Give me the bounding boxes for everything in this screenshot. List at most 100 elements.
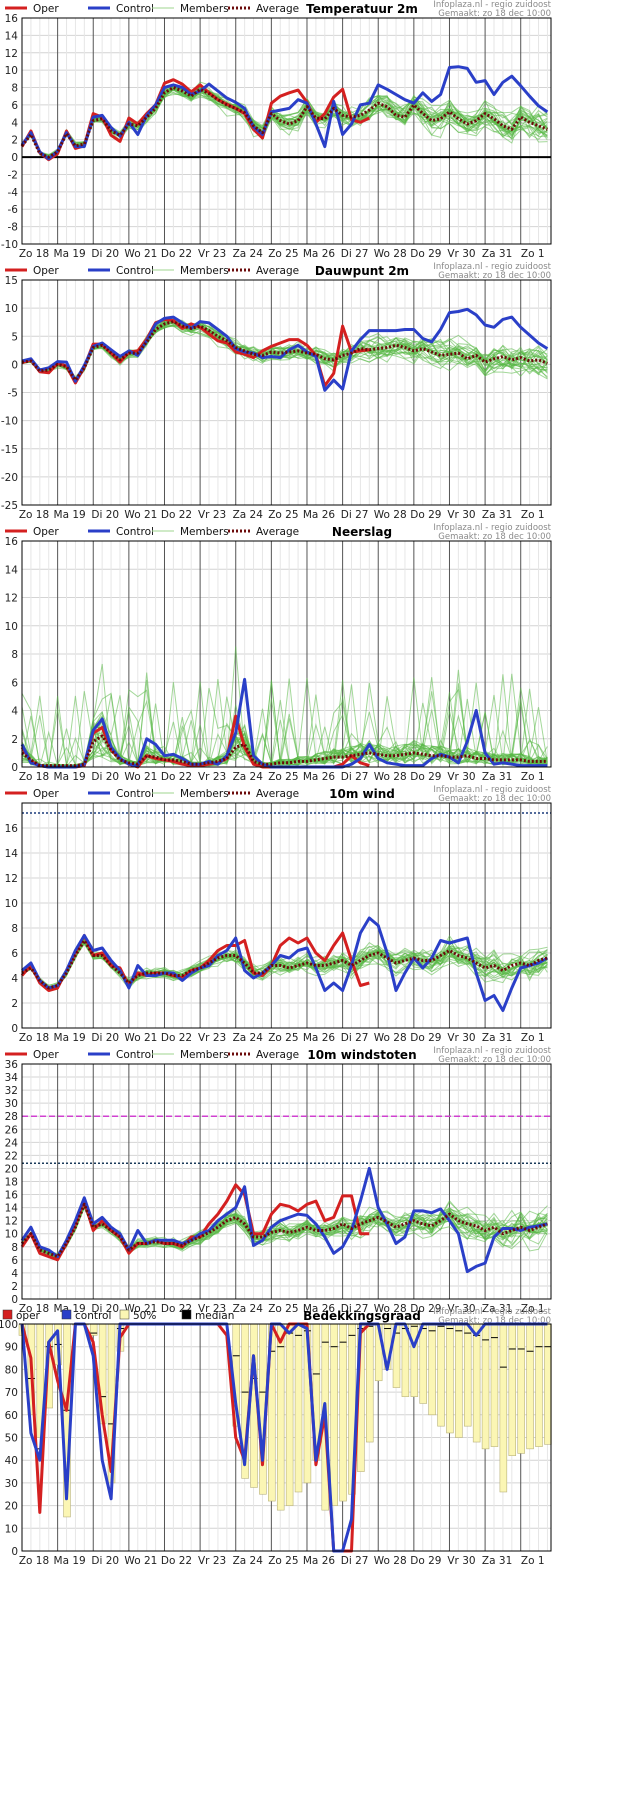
legend-label: Oper <box>33 526 59 538</box>
day-label: Di 27 <box>341 1032 369 1044</box>
credit-source: Infoplaza.nl - regio zuidoost <box>433 262 551 272</box>
day-label: Do 22 <box>161 771 192 783</box>
y-tick-label: 2 <box>11 734 18 746</box>
legend-label: median <box>195 1310 234 1322</box>
y-tick-label: -6 <box>8 204 19 216</box>
bar-50pct <box>544 1323 552 1445</box>
legend-label: Control <box>116 265 154 277</box>
y-tick-label: 12 <box>5 593 18 605</box>
day-label: Di 20 <box>91 1555 119 1567</box>
day-label: Zo 25 <box>268 771 298 783</box>
y-tick-label: 18 <box>5 1177 18 1189</box>
y-tick-label: 30 <box>5 1098 18 1110</box>
bar-50pct <box>285 1323 294 1506</box>
legend-label: Oper <box>33 1049 59 1061</box>
y-tick-label: 5 <box>11 331 18 343</box>
y-tick-label: -15 <box>1 444 18 456</box>
y-tick-label: 100 <box>0 1319 18 1331</box>
y-tick-label: 60 <box>5 1410 18 1422</box>
day-label: Zo 18 <box>19 1303 49 1315</box>
bar-50pct <box>455 1323 463 1438</box>
y-tick-label: 8 <box>11 1242 18 1254</box>
day-label: Zo 1 <box>521 1303 545 1315</box>
day-label: Zo 25 <box>268 1555 298 1567</box>
day-label: Vr 30 <box>447 1303 475 1315</box>
day-label: Do 22 <box>161 1555 192 1567</box>
day-label: Di 20 <box>91 248 119 260</box>
day-label: Za 31 <box>482 1303 512 1315</box>
day-label: Vr 30 <box>447 248 475 260</box>
y-tick-label: 36 <box>5 1059 19 1071</box>
y-tick-label: 0 <box>11 1023 18 1035</box>
day-label: Vr 23 <box>198 1032 226 1044</box>
y-tick-label: 50 <box>5 1433 18 1445</box>
chart-title: 10m windstoten <box>307 1048 416 1062</box>
day-label: Vr 23 <box>198 771 226 783</box>
legend-label: Control <box>116 526 154 538</box>
day-label: Wo 28 <box>374 509 407 521</box>
bar-50pct <box>330 1323 338 1506</box>
member-line <box>21 1199 548 1259</box>
day-label: Zo 25 <box>268 1303 298 1315</box>
chart-title: Bedekkingsgraad <box>303 1309 421 1323</box>
y-tick-label: -8 <box>8 222 18 234</box>
legend-label: Average <box>256 265 299 277</box>
day-label: Vr 23 <box>198 1303 226 1315</box>
day-label: Wo 21 <box>124 509 157 521</box>
legend-label: Average <box>256 526 299 538</box>
y-tick-label: 32 <box>5 1085 18 1097</box>
day-label: Za 24 <box>233 1032 264 1044</box>
day-label: Do 29 <box>410 1303 441 1315</box>
y-tick-label: 34 <box>5 1072 19 1084</box>
bar-50pct <box>437 1323 445 1427</box>
legend-label: Members <box>180 526 229 538</box>
bar-50pct <box>463 1323 472 1427</box>
day-label: Ma 26 <box>303 248 336 260</box>
y-tick-label: 6 <box>11 100 18 112</box>
legend-swatch <box>2 1309 13 1320</box>
day-label: Za 31 <box>482 1555 512 1567</box>
legend-label: Control <box>116 1049 154 1061</box>
y-tick-label: 2 <box>11 1281 18 1293</box>
y-tick-label: 14 <box>5 1203 19 1215</box>
y-tick-label: 0 <box>11 1546 18 1558</box>
bar-50pct <box>276 1323 285 1511</box>
y-tick-label: 10 <box>5 65 18 77</box>
bar-50pct <box>499 1323 508 1493</box>
bar-50pct <box>526 1323 534 1450</box>
credit-made: Gemaakt: zo 18 dec 10:00 <box>438 271 551 281</box>
member-line <box>21 674 548 767</box>
day-label: Za 24 <box>233 1303 264 1315</box>
legend-label: Average <box>256 3 299 15</box>
member-line <box>21 704 548 767</box>
y-tick-label: 90 <box>5 1342 18 1354</box>
y-tick-label: 30 <box>5 1478 18 1490</box>
day-label: Di 27 <box>341 1555 369 1567</box>
day-label: Do 29 <box>410 248 441 260</box>
y-tick-label: 10 <box>5 898 18 910</box>
day-label: Vr 23 <box>198 1555 226 1567</box>
day-label: Do 29 <box>410 1032 441 1044</box>
day-label: Wo 21 <box>124 1303 157 1315</box>
bar-50pct <box>490 1323 499 1447</box>
y-tick-label: 0 <box>11 152 18 164</box>
bar-50pct <box>535 1323 543 1447</box>
day-label: Ma 19 <box>54 248 86 260</box>
y-tick-label: 10 <box>5 621 18 633</box>
day-label: Za 24 <box>233 248 264 260</box>
day-label: Di 27 <box>341 1303 369 1315</box>
day-label: Do 22 <box>161 509 192 521</box>
day-label: Ma 19 <box>54 771 86 783</box>
bar-50pct <box>428 1323 436 1416</box>
average-line <box>21 320 548 382</box>
credit-made: Gemaakt: zo 18 dec 10:00 <box>438 794 551 804</box>
day-label: Zo 25 <box>268 509 298 521</box>
day-label: Do 29 <box>410 509 441 521</box>
day-label: Ma 26 <box>303 1303 336 1315</box>
credit-source: Infoplaza.nl - regio zuidoost <box>433 0 551 10</box>
bar-50pct <box>339 1323 347 1502</box>
credit-made: Gemaakt: zo 18 dec 10:00 <box>438 1055 551 1065</box>
bar-50pct <box>446 1323 454 1434</box>
